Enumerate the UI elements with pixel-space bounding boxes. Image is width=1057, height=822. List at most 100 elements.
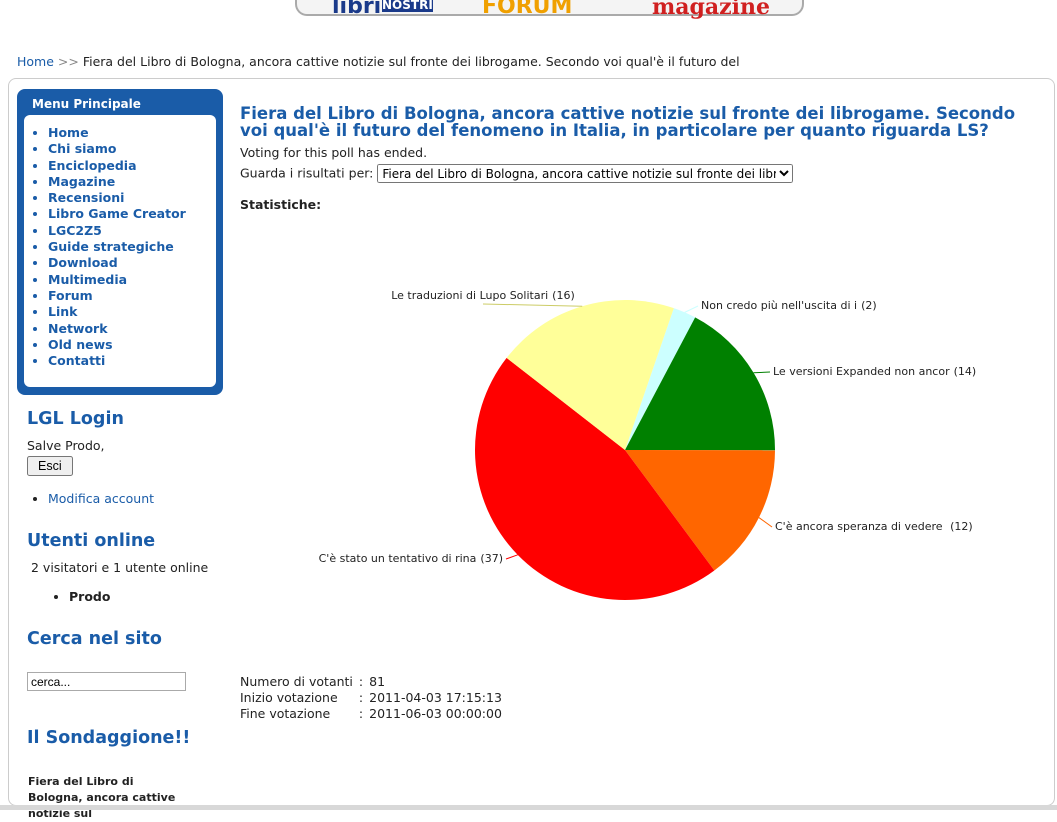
- slice-value: (12): [950, 520, 973, 533]
- menu-box: HomeChi siamoEnciclopediaMagazineRecensi…: [24, 115, 216, 387]
- detail-separator: :: [358, 706, 364, 721]
- slice-label: Le versioni Expanded non ancor (14): [773, 365, 976, 378]
- menu-item: Network: [48, 321, 216, 337]
- breadcrumb-current: Fiera del Libro di Bologna, ancora catti…: [82, 54, 740, 69]
- online-users: Prodo: [27, 589, 110, 604]
- poll-title: Il Sondaggione!!: [27, 728, 191, 748]
- detail-row: Fine votazione:2011-06-03 00:00:00: [240, 706, 508, 722]
- detail-value: 81: [369, 674, 386, 689]
- breadcrumb-separator: >>: [57, 54, 79, 69]
- detail-row: Numero di votanti:81: [240, 674, 508, 690]
- menu-link[interactable]: Link: [48, 304, 78, 320]
- detail-value: 2011-04-03 17:15:13: [369, 690, 502, 705]
- breadcrumb-home[interactable]: Home: [17, 54, 54, 69]
- slice-label: C'è ancora speranza di vedere (12): [775, 520, 973, 533]
- menu-item: Old news: [48, 337, 216, 353]
- leader-line: [753, 371, 771, 374]
- breadcrumb: Home >> Fiera del Libro di Bologna, anco…: [17, 54, 740, 69]
- slice-value: (37): [480, 552, 503, 565]
- online-title: Utenti online: [27, 531, 156, 551]
- slice-name: C'è ancora speranza di vedere: [775, 520, 946, 533]
- menu-item: LGC2Z5: [48, 223, 216, 239]
- menu-link[interactable]: Download: [48, 255, 118, 271]
- select-row: Guarda i risultati per: Fiera del Libro …: [240, 164, 1030, 183]
- menu-item: Recensioni: [48, 190, 216, 206]
- banner: libri NOSTRI FORUM magazine: [295, 0, 804, 20]
- content: Fiera del Libro di Bologna, ancora catti…: [240, 105, 1030, 212]
- menu-item: Libro Game Creator: [48, 206, 216, 222]
- leader-line: [758, 517, 773, 528]
- menu-link[interactable]: Contatti: [48, 353, 106, 369]
- poll-status: Voting for this poll has ended.: [240, 145, 428, 160]
- menu-link[interactable]: Network: [48, 320, 108, 336]
- banner-text: libri: [332, 0, 382, 19]
- main-menu: Menu Principale HomeChi siamoEnciclopedi…: [17, 89, 223, 395]
- logout-button[interactable]: Esci: [27, 456, 73, 476]
- online-user: Prodo: [69, 589, 110, 604]
- menu-link[interactable]: Magazine: [48, 173, 116, 189]
- banner-text: NOSTRI: [382, 0, 433, 12]
- slice-label: Le traduzioni di Lupo Solitari (16): [391, 289, 575, 302]
- menu-link[interactable]: Old news: [48, 336, 113, 352]
- menu-title: Menu Principale: [32, 97, 141, 111]
- menu-list: HomeChi siamoEnciclopediaMagazineRecensi…: [48, 125, 216, 369]
- detail-row: Inizio votazione:2011-04-03 17:15:13: [240, 690, 508, 706]
- menu-link[interactable]: LGC2Z5: [48, 222, 102, 238]
- slice-value: (2): [861, 299, 877, 312]
- slice-value: (14): [954, 365, 977, 378]
- detail-separator: :: [358, 674, 364, 689]
- detail-value: 2011-06-03 00:00:00: [369, 706, 502, 721]
- login-title: LGL Login: [27, 409, 124, 429]
- leader-line: [505, 554, 518, 560]
- menu-item: Download: [48, 255, 216, 271]
- menu-link[interactable]: Home: [48, 125, 89, 140]
- banner-text: FORUM: [482, 0, 573, 19]
- detail-label: Fine votazione: [240, 706, 331, 721]
- menu-link[interactable]: Chi siamo: [48, 141, 117, 157]
- search-input[interactable]: [27, 672, 186, 691]
- poll-question: Fiera del Libro di Bologna, ancora catti…: [28, 775, 176, 820]
- menu-link[interactable]: Guide strategiche: [48, 239, 174, 255]
- account-link[interactable]: Modifica account: [48, 491, 155, 506]
- pie-slice: [625, 450, 775, 571]
- slice-label: C'è stato un tentativo di rina (37): [319, 552, 503, 565]
- detail-label: Numero di votanti: [240, 674, 353, 689]
- poll-details: Numero di votanti:81 Inizio votazione:201…: [240, 674, 508, 722]
- leader-line: [482, 303, 583, 307]
- menu-item: Forum: [48, 288, 216, 304]
- pie-chart: Non credo più nell'uscita di i (2) Le vers…: [319, 289, 976, 601]
- status-bar: [0, 805, 1057, 810]
- pie-slice: [474, 357, 715, 601]
- leader-line: [684, 305, 699, 313]
- slice-name: Le traduzioni di Lupo Solitari: [391, 289, 548, 302]
- pie-slice: [506, 300, 674, 450]
- online-summary: 2 visitatori e 1 utente online: [31, 560, 209, 575]
- menu-item: Magazine: [48, 174, 216, 190]
- pie-slice: [625, 308, 696, 450]
- menu-item: Contatti: [48, 353, 216, 369]
- login-links: Modifica account: [27, 491, 154, 506]
- menu-item: Link: [48, 304, 216, 320]
- slice-name: Non credo più nell'uscita di i: [701, 299, 857, 312]
- menu-link[interactable]: Enciclopedia: [48, 157, 137, 173]
- slice-name: Le versioni Expanded non ancor: [773, 365, 950, 378]
- menu-link[interactable]: Recensioni: [48, 190, 125, 206]
- banner-text: magazine: [652, 0, 771, 20]
- detail-label: Inizio votazione: [240, 690, 338, 705]
- stats-heading: Statistiche:: [240, 197, 322, 212]
- poll-select[interactable]: Fiera del Libro di Bologna, ancora catti…: [377, 164, 794, 183]
- menu-link[interactable]: Libro Game Creator: [48, 206, 186, 222]
- pie-slice: [625, 317, 775, 451]
- select-label: Guarda i risultati per:: [240, 165, 374, 181]
- menu-link[interactable]: Multimedia: [48, 271, 128, 287]
- slice-label: Non credo più nell'uscita di i (2): [701, 299, 877, 312]
- menu-item: Enciclopedia: [48, 158, 216, 174]
- slice-name: C'è stato un tentativo di rina: [319, 552, 477, 565]
- menu-item: Multimedia: [48, 272, 216, 288]
- search-title: Cerca nel sito: [27, 629, 162, 649]
- slice-value: (16): [552, 289, 575, 302]
- menu-item: Chi siamo: [48, 141, 216, 157]
- menu-link[interactable]: Forum: [48, 287, 93, 303]
- poll-heading: Fiera del Libro di Bologna, ancora catti…: [240, 104, 1016, 140]
